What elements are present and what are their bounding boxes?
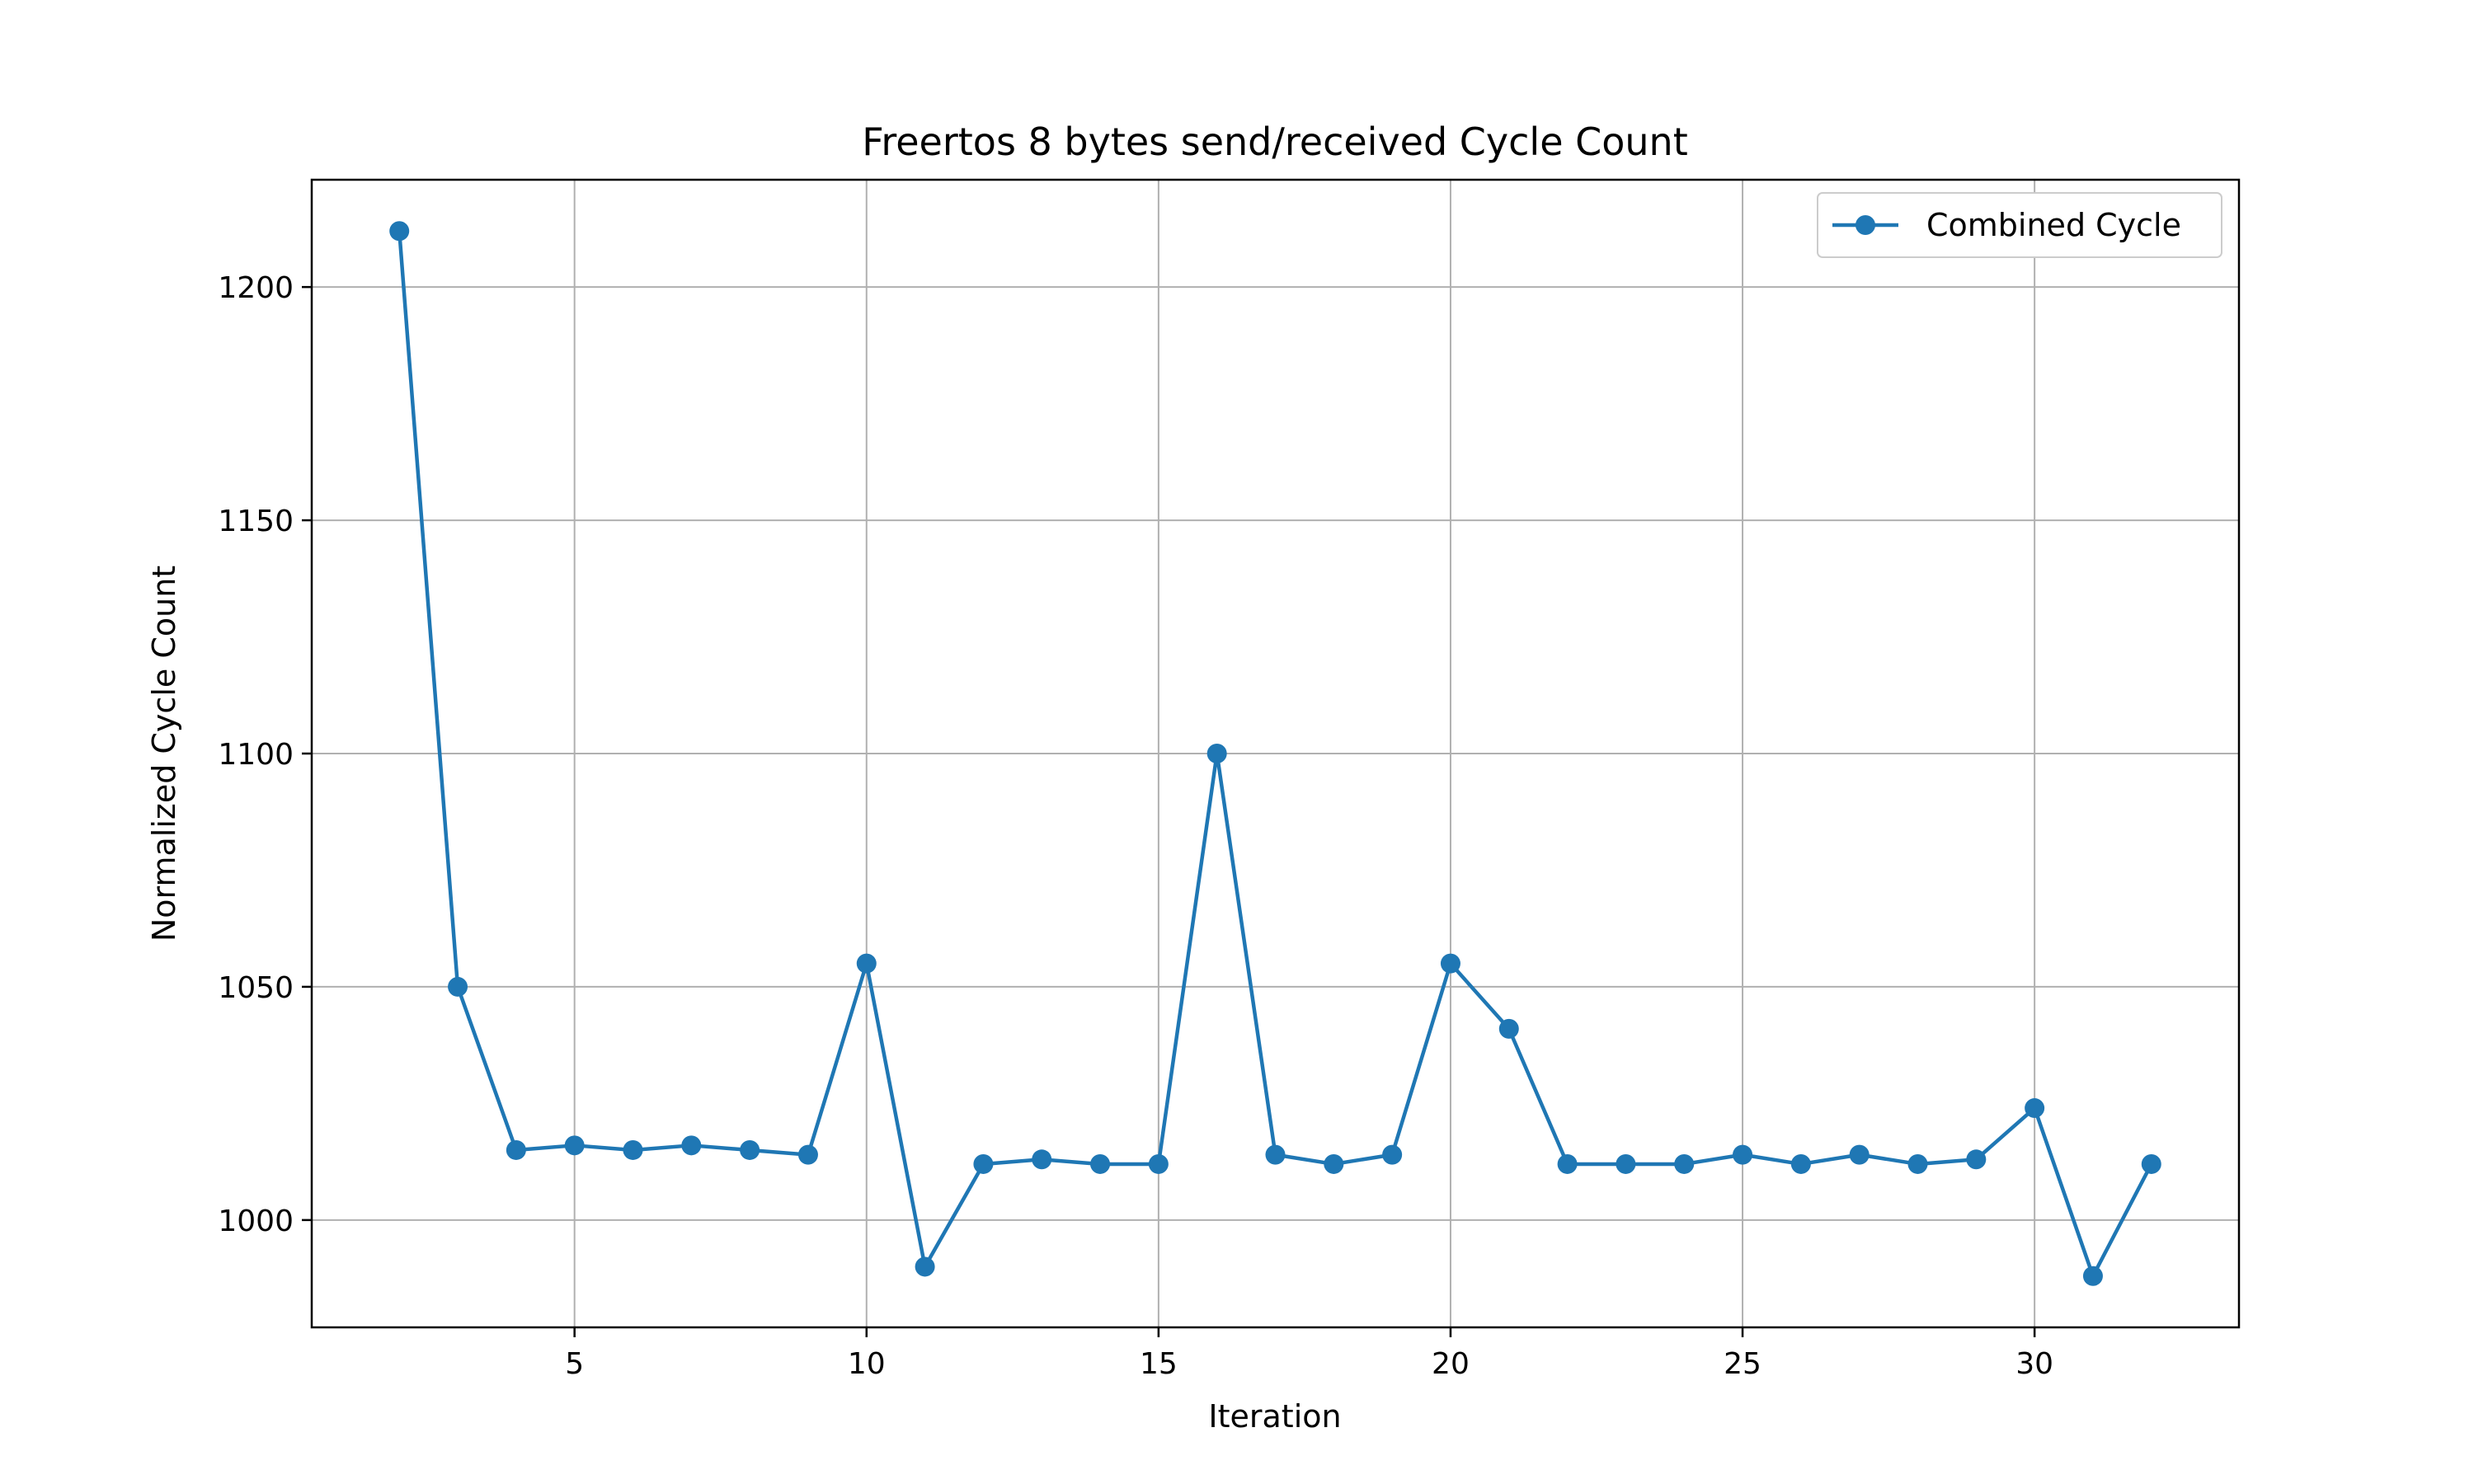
y-tick-label: 1050 bbox=[218, 971, 294, 1005]
data-point bbox=[797, 1144, 818, 1165]
legend: Combined Cycle bbox=[1817, 192, 2222, 258]
data-point bbox=[2141, 1153, 2161, 1174]
y-tick-label: 1000 bbox=[218, 1205, 294, 1238]
legend-marker-swatch bbox=[1856, 215, 1875, 235]
legend-label: Combined Cycle bbox=[1926, 207, 2181, 243]
data-point bbox=[1382, 1144, 1403, 1165]
data-point bbox=[1498, 1018, 1519, 1039]
series-layer bbox=[389, 221, 2161, 1286]
data-point bbox=[1090, 1153, 1111, 1174]
data-point bbox=[389, 221, 410, 242]
data-point bbox=[915, 1256, 935, 1277]
data-point bbox=[448, 976, 468, 997]
data-point bbox=[2025, 1098, 2045, 1119]
data-point bbox=[1324, 1153, 1344, 1174]
y-ticks: 1000 1050 1100 1150 1200 bbox=[218, 271, 312, 1238]
data-point bbox=[740, 1139, 760, 1160]
data-point bbox=[623, 1139, 643, 1160]
data-point bbox=[1733, 1144, 1753, 1165]
x-tick-label: 20 bbox=[1432, 1347, 1470, 1381]
x-tick-label: 30 bbox=[2015, 1347, 2053, 1381]
data-point bbox=[1849, 1144, 1870, 1165]
x-tick-label: 15 bbox=[1140, 1347, 1178, 1381]
x-axis-label: Iteration bbox=[1208, 1398, 1341, 1435]
x-tick-label: 10 bbox=[848, 1347, 886, 1381]
data-point bbox=[1674, 1153, 1695, 1174]
data-point bbox=[973, 1153, 994, 1174]
x-tick-label: 25 bbox=[1724, 1347, 1761, 1381]
y-tick-label: 1200 bbox=[218, 271, 294, 305]
data-point bbox=[1032, 1149, 1052, 1170]
data-point bbox=[1440, 953, 1460, 974]
data-point bbox=[506, 1139, 526, 1160]
data-point bbox=[564, 1135, 585, 1156]
data-point bbox=[856, 953, 877, 974]
y-axis-label: Normalized Cycle Count bbox=[146, 566, 182, 942]
data-point bbox=[1966, 1149, 1987, 1170]
data-point bbox=[1790, 1153, 1811, 1174]
data-point bbox=[1148, 1153, 1169, 1174]
y-tick-label: 1150 bbox=[218, 505, 294, 538]
data-point bbox=[1616, 1153, 1636, 1174]
legend-box bbox=[1817, 192, 2222, 258]
chart-title: Freertos 8 bytes send/received Cycle Cou… bbox=[862, 120, 1688, 164]
data-point bbox=[1557, 1153, 1578, 1174]
data-point bbox=[681, 1135, 702, 1156]
data-point bbox=[1206, 744, 1227, 763]
grid bbox=[312, 180, 2239, 1327]
data-point bbox=[2082, 1266, 2103, 1286]
x-tick-label: 5 bbox=[565, 1347, 584, 1381]
x-ticks: 5 10 15 20 25 30 bbox=[565, 1327, 2053, 1381]
y-tick-label: 1100 bbox=[218, 738, 294, 772]
data-point bbox=[1265, 1144, 1286, 1165]
data-point bbox=[1907, 1153, 1928, 1174]
